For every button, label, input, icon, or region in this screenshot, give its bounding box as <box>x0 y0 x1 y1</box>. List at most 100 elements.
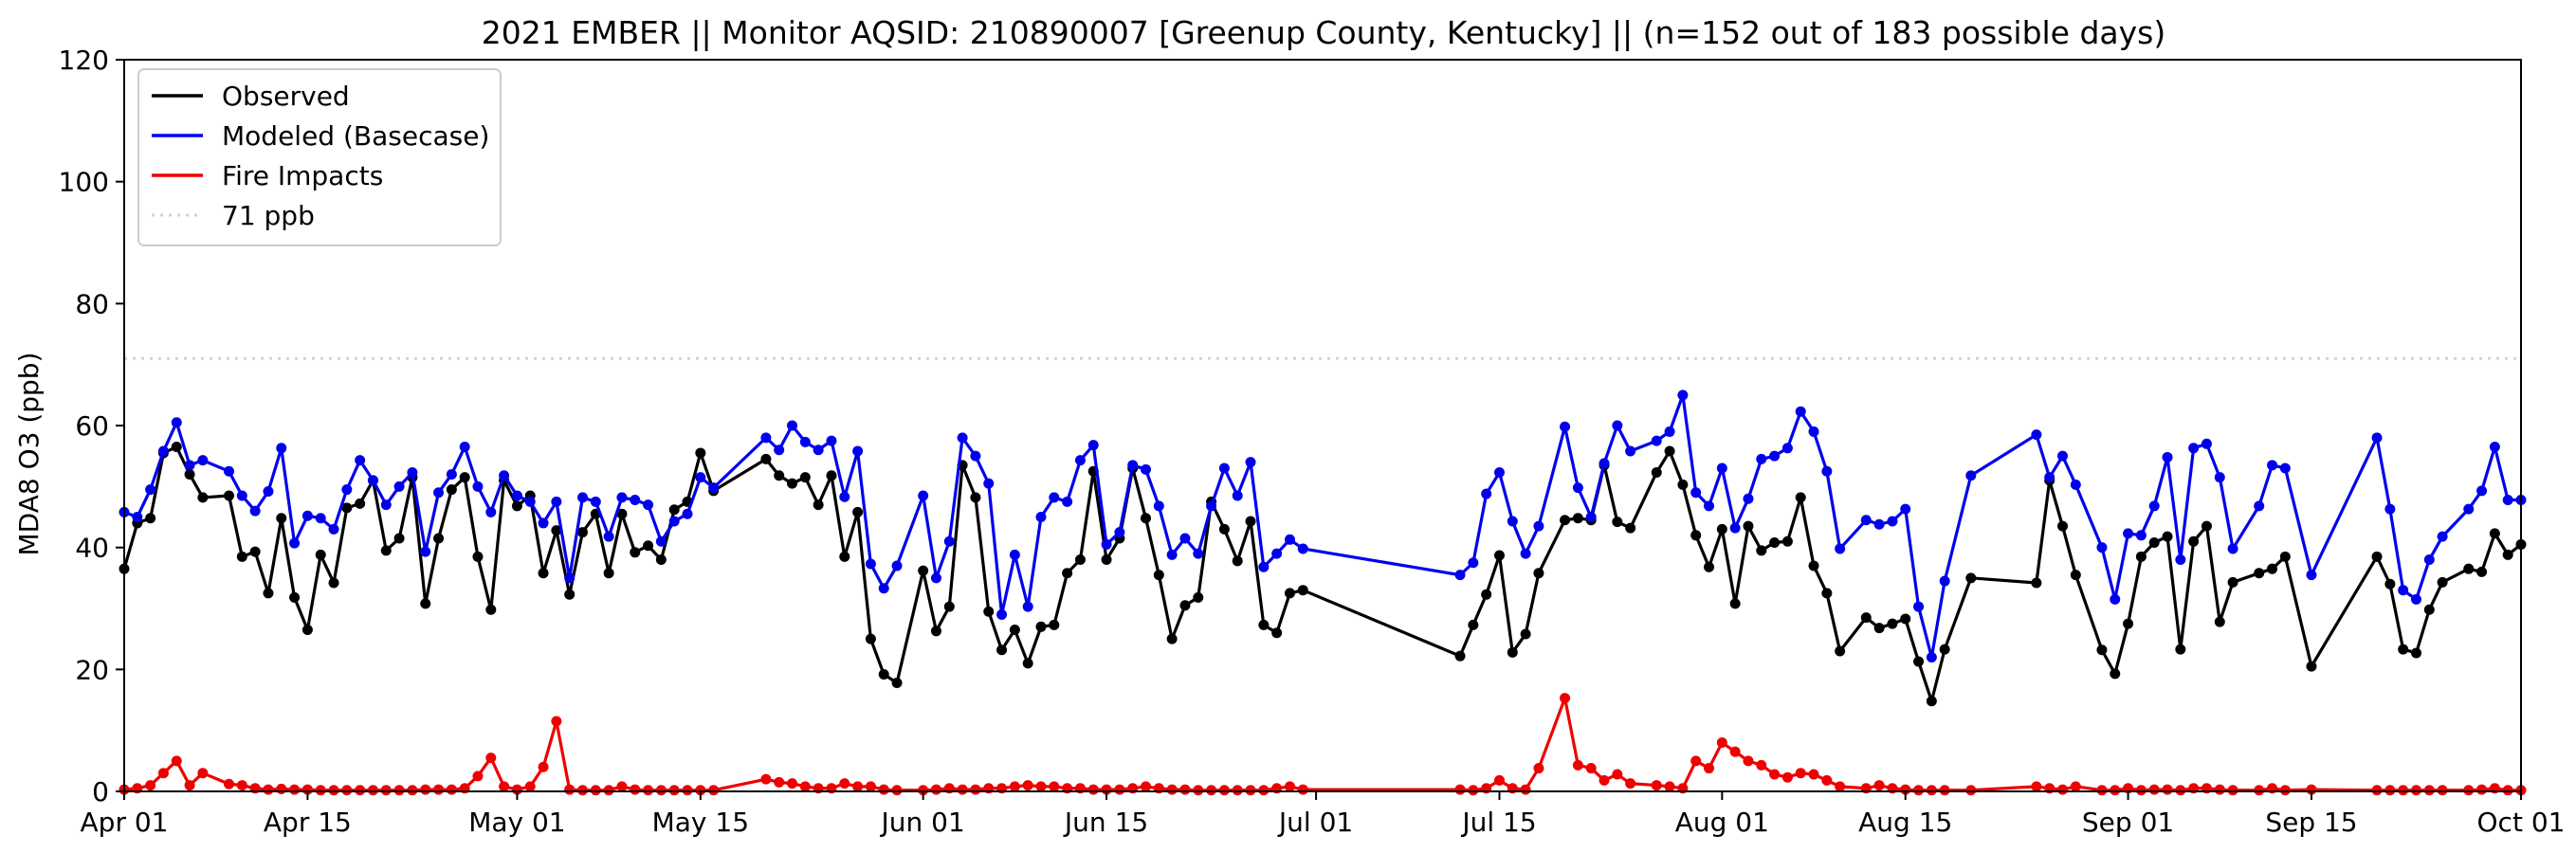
data-point <box>197 768 209 779</box>
data-point <box>1585 512 1597 522</box>
data-point <box>407 785 418 796</box>
x-tick-label: Apr 15 <box>264 807 352 838</box>
data-point <box>1114 784 1125 795</box>
data-point <box>2070 479 2081 490</box>
data-point <box>2463 503 2475 515</box>
data-point <box>1009 781 1020 792</box>
data-point <box>1218 523 1230 535</box>
data-point <box>1533 568 1544 579</box>
series-layer <box>119 390 2527 796</box>
data-point <box>1520 628 1531 640</box>
data-point <box>1179 600 1191 611</box>
data-point <box>328 785 339 796</box>
data-point <box>1468 619 1479 630</box>
data-point <box>774 776 785 788</box>
data-point <box>315 785 326 796</box>
data-point <box>2096 785 2108 796</box>
data-point <box>2148 784 2160 795</box>
data-point <box>2123 618 2134 629</box>
data-point <box>1690 530 1702 541</box>
data-point <box>2214 784 2225 795</box>
data-point <box>263 485 274 497</box>
data-point <box>2096 644 2108 656</box>
data-point <box>655 535 667 547</box>
data-point <box>132 512 143 522</box>
data-point <box>472 551 484 562</box>
data-point <box>1560 693 1571 704</box>
data-point <box>1468 557 1479 569</box>
data-point <box>2489 528 2500 539</box>
data-point <box>564 572 575 584</box>
data-point <box>538 761 549 772</box>
data-point <box>1166 633 1178 644</box>
data-point <box>236 780 247 791</box>
data-point <box>485 753 497 764</box>
data-point <box>891 560 903 572</box>
y-tick-label: 100 <box>59 167 109 198</box>
y-tick-label: 60 <box>75 410 109 442</box>
x-tick-label: Oct 01 <box>2477 807 2566 838</box>
data-point <box>499 470 510 481</box>
data-point <box>1481 488 1492 499</box>
data-point <box>2162 531 2173 542</box>
data-point <box>918 565 929 576</box>
data-point <box>865 558 876 570</box>
data-point <box>2463 785 2475 796</box>
data-point <box>865 633 876 644</box>
data-point <box>2398 585 2409 596</box>
data-point <box>2267 460 2278 471</box>
data-point <box>2502 494 2513 505</box>
data-point <box>1677 390 1689 401</box>
data-point <box>891 785 903 796</box>
data-point <box>1179 533 1191 544</box>
data-point <box>1939 644 1950 655</box>
data-point <box>197 492 209 503</box>
data-point <box>380 785 392 796</box>
data-point <box>1769 769 1781 780</box>
data-point <box>367 785 378 796</box>
data-point <box>930 626 941 637</box>
data-point <box>1860 515 1872 526</box>
data-point <box>1781 535 1793 547</box>
y-tick-label: 20 <box>75 654 109 685</box>
data-point <box>2214 616 2225 627</box>
data-point <box>590 785 601 796</box>
data-point <box>2031 577 2042 589</box>
data-point <box>224 490 235 501</box>
data-point <box>839 778 850 789</box>
data-point <box>1245 785 1256 796</box>
data-point <box>355 498 366 509</box>
data-point <box>393 481 405 492</box>
data-point <box>1520 784 1531 795</box>
data-point <box>1704 561 1715 572</box>
x-tick-label: Sep 15 <box>2265 807 2357 838</box>
chart-title: 2021 EMBER || Monitor AQSID: 210890007 [… <box>482 14 2166 51</box>
data-point <box>1795 768 1806 779</box>
data-point <box>1690 755 1702 767</box>
data-point <box>616 781 628 792</box>
data-point <box>1141 781 1152 792</box>
data-point <box>1743 755 1754 767</box>
data-point <box>1795 492 1806 503</box>
data-point <box>970 450 981 462</box>
data-point <box>1704 500 1715 512</box>
data-point <box>2371 551 2383 562</box>
data-point <box>1520 548 1531 559</box>
data-point <box>1821 588 1833 599</box>
data-point <box>2031 781 2042 792</box>
data-point <box>2110 785 2121 796</box>
data-point <box>2410 647 2421 659</box>
data-point <box>1206 500 1217 512</box>
data-point <box>787 420 798 431</box>
data-point <box>289 537 301 549</box>
legend-label: Fire Impacts <box>222 160 383 191</box>
data-point <box>2188 535 2200 547</box>
data-point <box>1572 513 1583 524</box>
data-point <box>2162 784 2173 795</box>
data-point <box>1087 784 1099 795</box>
data-point <box>407 467 418 479</box>
data-point <box>852 781 864 792</box>
data-point <box>603 785 614 796</box>
data-point <box>1808 426 1819 437</box>
